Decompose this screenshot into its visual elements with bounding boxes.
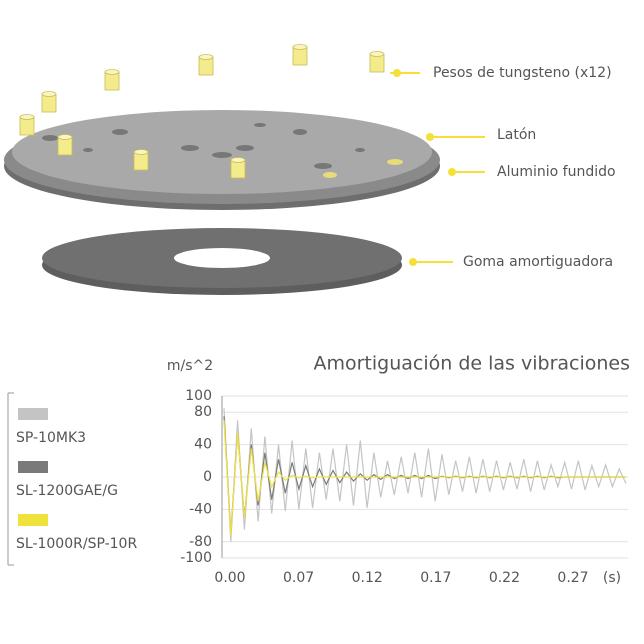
brass-inset [323, 172, 337, 178]
label: Goma amortiguadora [463, 254, 613, 270]
chart-title: Amortiguación de las vibraciones [313, 353, 630, 375]
x-tick-label: 0.12 [352, 570, 383, 586]
y-tick-label: 0 [203, 469, 212, 485]
y-tick-label: 80 [194, 404, 212, 420]
tungsten-weights [19, 44, 385, 179]
legend-swatch [18, 408, 48, 420]
y-tick-label: -80 [189, 534, 212, 550]
x-tick-label: 0.07 [283, 570, 314, 586]
y-unit: m/s^2 [167, 358, 213, 374]
series-line [223, 420, 626, 536]
y-tick-label: 100 [185, 388, 212, 404]
leader-dots [393, 69, 456, 266]
legend-label: SP-10MK3 [16, 430, 86, 446]
label: Latón [497, 127, 536, 143]
rubber-hole [174, 248, 270, 268]
weight-top [104, 69, 120, 75]
y-tick-label: -100 [180, 550, 212, 566]
holes [42, 123, 365, 169]
leader-lines [390, 72, 485, 263]
weight-top [133, 149, 149, 155]
legend-swatch [18, 461, 48, 473]
x-unit: (s) [603, 570, 621, 586]
weight-top [369, 51, 385, 57]
y-tick-label: 40 [194, 437, 212, 453]
x-tick-label: 0.27 [557, 570, 588, 586]
weight-top [292, 44, 308, 50]
weight-top [19, 114, 35, 120]
weight-top [198, 54, 214, 60]
label: Aluminio fundido [497, 164, 616, 180]
label: Pesos de tungsteno (x12) [433, 65, 612, 81]
weight-top [230, 157, 246, 163]
legend-swatch [18, 514, 48, 526]
y-tick-label: -40 [189, 501, 212, 517]
legend-label: SL-1000R/SP-10R [16, 536, 137, 552]
x-tick-label: 0.17 [420, 570, 451, 586]
legend-label: SL-1200GAE/G [16, 483, 118, 499]
exploded-diagram: Pesos de tungsteno (x12) Latón Aluminio … [4, 44, 616, 295]
weight-top [57, 134, 73, 140]
x-tick-label: 0.22 [489, 570, 520, 586]
brass-inset [387, 159, 403, 165]
series-line [223, 408, 627, 542]
weight-top [41, 91, 57, 97]
x-tick-label: 0.00 [214, 570, 245, 586]
